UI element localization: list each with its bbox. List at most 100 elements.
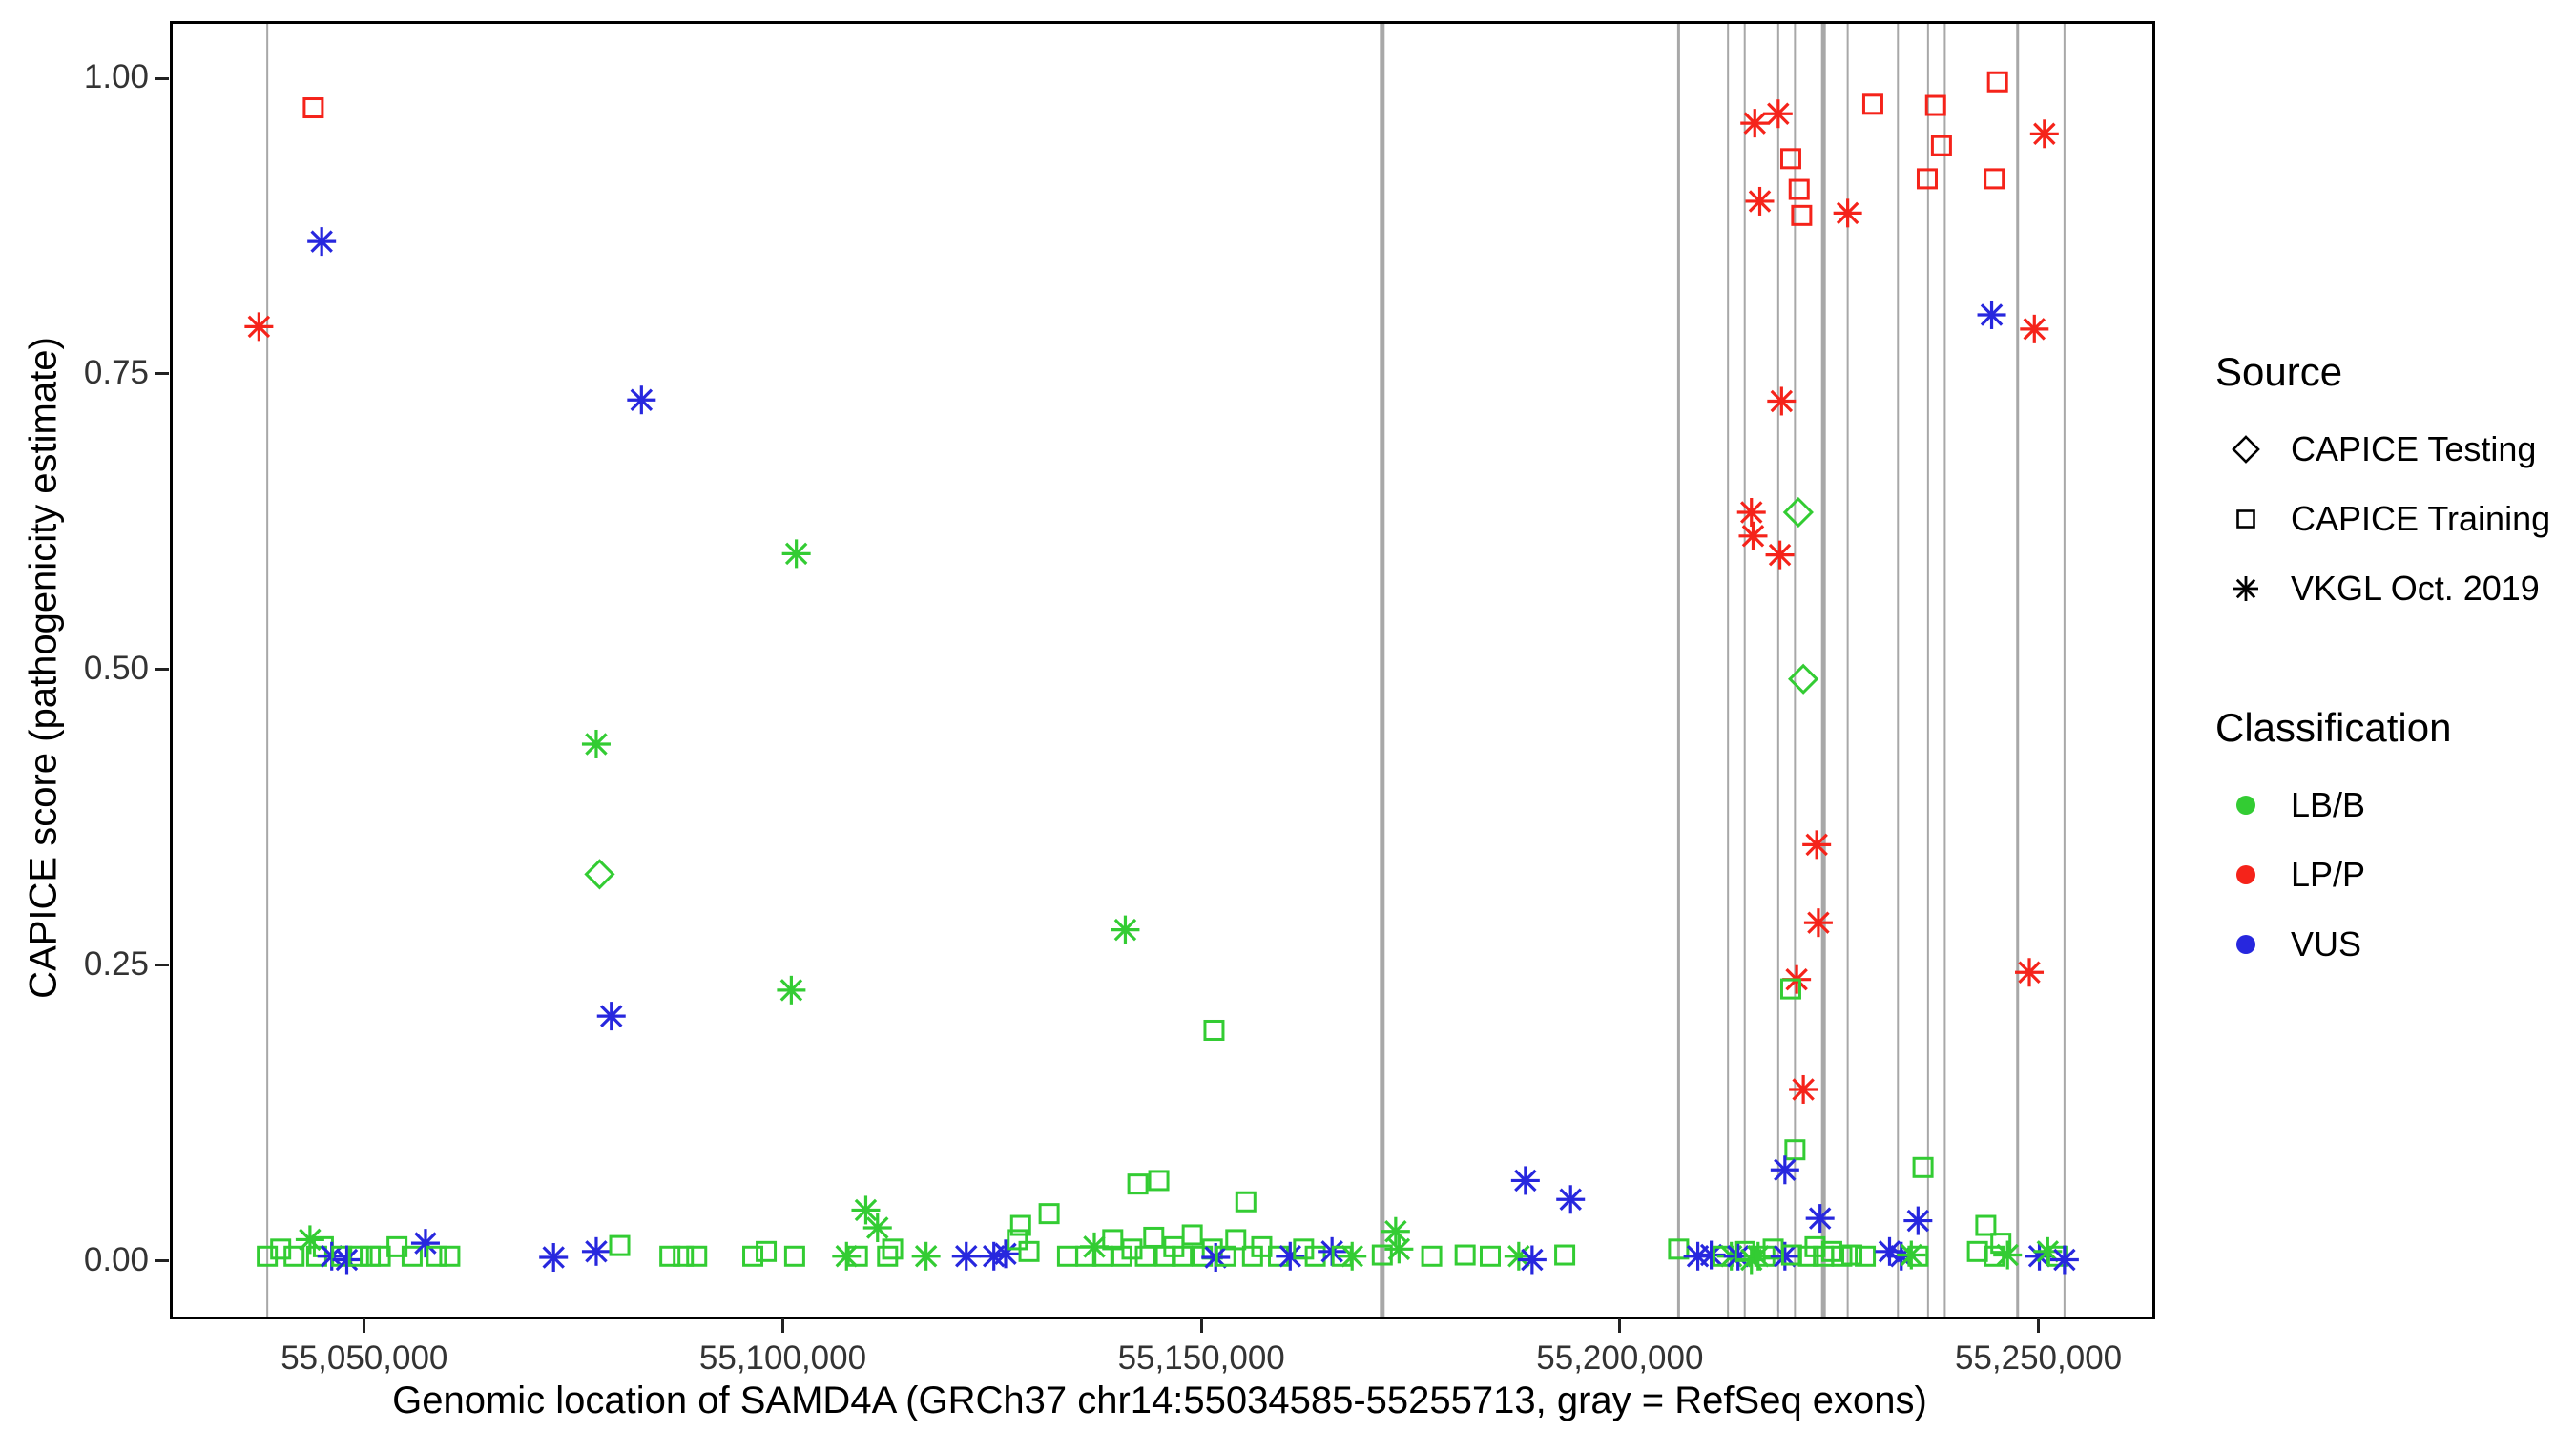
data-point — [1276, 1241, 1305, 1271]
data-point — [832, 1241, 862, 1271]
data-point — [1993, 1240, 2023, 1270]
scatter-plot — [244, 24, 2079, 1317]
data-point — [1924, 94, 1946, 116]
legend-item-label: CAPICE Testing — [2291, 429, 2537, 468]
y-tick-label: 1.00 — [83, 58, 149, 96]
data-point — [347, 1245, 369, 1267]
data-point — [1788, 178, 1810, 200]
legend-item-label: LB/B — [2291, 785, 2366, 824]
data-point — [1554, 1244, 1576, 1266]
data-point — [686, 1245, 708, 1267]
legend-item-label: VKGL Oct. 2019 — [2291, 569, 2540, 608]
data-point — [584, 859, 615, 890]
data-point — [581, 1236, 611, 1266]
data-point — [1134, 1245, 1156, 1267]
data-point — [439, 1245, 461, 1267]
data-point — [1782, 496, 1814, 529]
data-point — [426, 1245, 447, 1267]
data-point — [1875, 1236, 1904, 1266]
y-tick-mark — [155, 668, 169, 672]
data-point — [1763, 99, 1793, 129]
data-point — [1833, 198, 1862, 228]
data-point — [1504, 1241, 1533, 1271]
data-point — [295, 1225, 324, 1255]
legend-source-title: Source — [2215, 349, 2343, 394]
data-point — [1803, 908, 1833, 938]
x-tick-label: 55,050,000 — [280, 1339, 448, 1377]
data-point — [1779, 978, 1801, 1000]
red-dot-icon — [2236, 865, 2255, 884]
x-axis-title: Genomic location of SAMD4A (GRCh37 chr14… — [392, 1379, 1927, 1421]
x-tick-mark — [1199, 1318, 1203, 1333]
data-point — [1235, 1191, 1257, 1213]
data-point — [257, 1245, 279, 1267]
data-point — [1056, 1245, 1078, 1267]
data-point — [1121, 1238, 1143, 1260]
data-point — [1479, 1245, 1501, 1267]
data-point — [1745, 186, 1775, 216]
data-point — [1181, 1224, 1203, 1246]
data-point — [862, 1213, 892, 1243]
data-point — [756, 1240, 778, 1262]
data-point — [1986, 71, 2008, 93]
data-point — [1912, 1156, 1934, 1178]
asterisk-icon — [2233, 576, 2258, 601]
y-tick-mark — [155, 1259, 169, 1263]
data-point — [1907, 1245, 1929, 1267]
y-tick-label: 0.75 — [83, 353, 149, 391]
data-point — [846, 1245, 868, 1267]
data-point — [1984, 168, 2005, 190]
data-point — [2049, 1245, 2079, 1275]
data-point — [1556, 1185, 1586, 1214]
data-point — [1338, 1241, 1367, 1271]
data-point — [1293, 1238, 1315, 1260]
data-point — [1517, 1245, 1547, 1275]
data-point — [1770, 1155, 1799, 1185]
data-point — [781, 539, 811, 569]
data-point — [2029, 119, 2059, 149]
data-point — [1736, 497, 1766, 527]
blue-dot-icon — [2236, 935, 2255, 954]
data-point — [627, 385, 656, 415]
data-point — [990, 1239, 1020, 1269]
legend-item-lpp: LP/P — [2215, 850, 2568, 900]
data-point — [581, 729, 611, 758]
green-dot-icon — [2236, 796, 2255, 815]
x-tick-label: 55,250,000 — [1954, 1339, 2123, 1377]
data-point — [1384, 1234, 1414, 1264]
square-icon — [2236, 509, 2255, 529]
y-tick-label: 0.50 — [83, 649, 149, 687]
data-point — [1738, 521, 1768, 550]
data-point — [401, 1245, 423, 1267]
data-point — [1779, 148, 1801, 170]
x-tick-mark — [2037, 1318, 2041, 1333]
data-point — [742, 1245, 764, 1267]
data-point — [1788, 663, 1819, 695]
plot-panel — [170, 21, 2155, 1319]
data-point — [911, 1241, 941, 1271]
y-tick-mark — [155, 372, 169, 376]
data-point — [1127, 1173, 1149, 1195]
legend-item-label: LP/P — [2291, 855, 2366, 894]
x-tick-mark — [363, 1318, 366, 1333]
data-point — [1990, 1233, 2012, 1255]
data-point — [1454, 1244, 1476, 1266]
data-point — [332, 1245, 362, 1275]
y-tick-label: 0.00 — [83, 1240, 149, 1278]
data-point — [1903, 1206, 1933, 1235]
legend-item-capice-testing: CAPICE Testing — [2215, 425, 2568, 474]
data-point — [1765, 540, 1795, 570]
data-point — [1740, 109, 1770, 138]
data-point — [1861, 93, 1883, 115]
y-tick-mark — [155, 76, 169, 80]
y-tick-label: 0.25 — [83, 944, 149, 983]
x-tick-mark — [1618, 1318, 1622, 1333]
data-point — [1225, 1229, 1247, 1251]
data-point — [1007, 1229, 1028, 1251]
data-point — [1791, 204, 1813, 226]
y-tick-mark — [155, 964, 169, 967]
data-point — [307, 227, 337, 257]
data-point — [1930, 135, 1952, 156]
x-tick-label: 55,100,000 — [698, 1339, 867, 1377]
